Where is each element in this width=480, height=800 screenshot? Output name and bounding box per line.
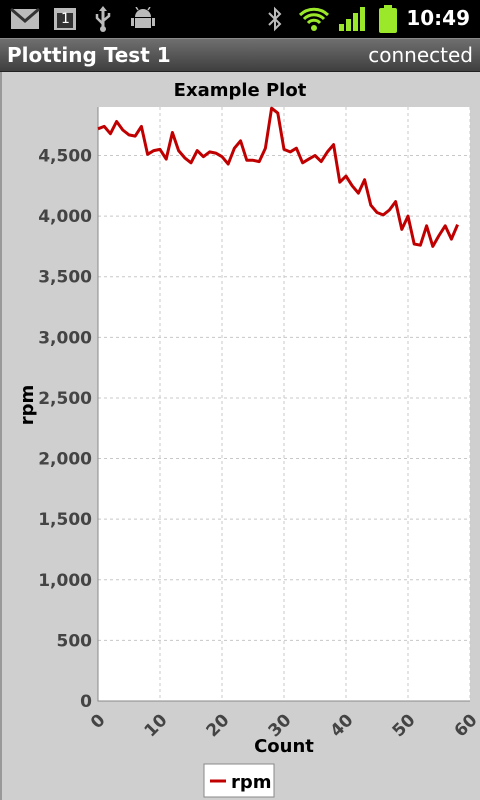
grid-lines	[97, 107, 471, 702]
y-axis-ticks: 0 500 1,000 1,500 2,000 2,500 3,000 3,500 4,000 4…	[38, 146, 92, 712]
signal-icon	[339, 7, 365, 31]
status-bar: 1 10:49	[0, 0, 480, 38]
y-tick-label: 0	[80, 692, 92, 712]
series-layer	[97, 106, 459, 248]
x-tick-label: 40	[327, 710, 358, 741]
x-tick-label: 20	[203, 710, 234, 741]
legend-label-rpm: rpm	[231, 772, 272, 793]
line-chart: Example Plot 05001,0001,5002,0002,5003,0…	[17, 80, 480, 798]
battery-icon	[379, 5, 397, 33]
y-tick-label: 500	[57, 631, 93, 651]
app-title: Plotting Test 1	[7, 43, 171, 67]
x-tick-label: 10	[141, 710, 172, 741]
bluetooth-icon	[268, 6, 282, 32]
x-tick-label: 0	[87, 710, 110, 733]
wifi-icon	[298, 7, 330, 31]
y-tick-label: 1,500	[38, 510, 92, 530]
y-axis-label: rpm	[17, 385, 38, 426]
gmail-icon	[10, 8, 40, 29]
calendar-icon	[54, 8, 76, 30]
calendar-day: 1	[61, 11, 70, 27]
x-tick-label: 50	[389, 710, 420, 741]
clock: 10:49	[406, 6, 470, 30]
y-tick-label: 3,500	[38, 268, 92, 288]
app-title-bar: Plotting Test 1 connected	[0, 38, 480, 72]
axes	[97, 107, 470, 702]
x-tick-label: 60	[451, 710, 480, 741]
series-line-rpm	[97, 106, 459, 248]
y-tick-label: 2,000	[38, 450, 92, 470]
y-tick-label: 4,000	[38, 207, 92, 227]
legend: rpm	[203, 763, 275, 798]
android-debug-icon	[131, 7, 155, 28]
chart-title: Example Plot	[174, 80, 307, 101]
y-tick-label: 3,000	[38, 328, 92, 348]
connection-status: connected	[368, 43, 473, 67]
x-axis-label: Count	[254, 736, 314, 757]
y-tick-label: 1,000	[38, 571, 92, 591]
usb-icon	[95, 6, 111, 32]
y-tick-label: 4,500	[38, 146, 92, 166]
y-tick-label: 2,500	[38, 389, 92, 409]
